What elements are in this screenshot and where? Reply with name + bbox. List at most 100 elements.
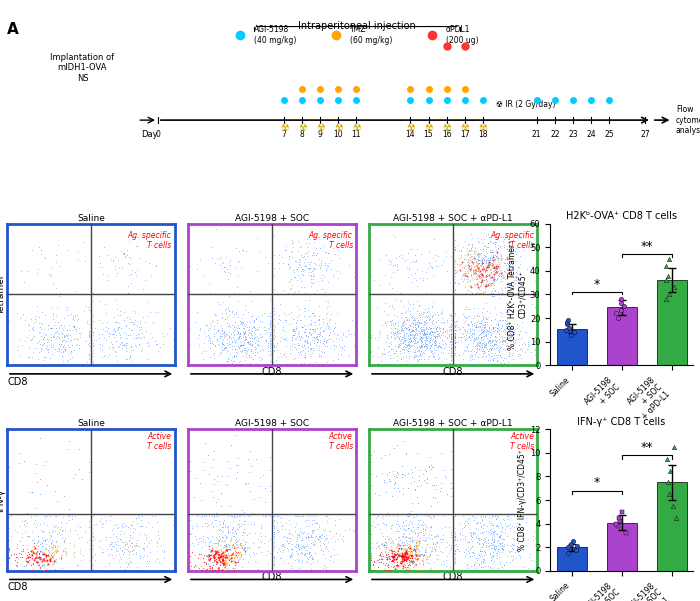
Point [482, 262, 493, 272]
Point [415, 354, 426, 364]
Point [279, 348, 290, 358]
Point [210, 497, 221, 507]
Point [198, 457, 209, 466]
Point [492, 345, 503, 355]
Point [477, 288, 489, 298]
Point [57, 347, 69, 357]
Point [342, 325, 354, 335]
Point [232, 536, 243, 546]
Point [571, 542, 582, 551]
Point [458, 522, 470, 532]
Point [416, 336, 428, 346]
Point [422, 475, 433, 484]
Point [402, 359, 413, 369]
Point [302, 511, 313, 520]
Point [245, 352, 256, 362]
Point [474, 264, 485, 273]
Point [221, 338, 232, 348]
Point [475, 318, 486, 328]
Point [52, 302, 63, 311]
Point [414, 471, 425, 481]
Point [409, 347, 420, 357]
Point [284, 341, 295, 351]
Point [217, 340, 228, 349]
Point [405, 534, 416, 543]
Point [201, 551, 212, 561]
Point [208, 522, 219, 531]
Point [227, 220, 238, 230]
Point [473, 284, 484, 294]
Point [510, 335, 521, 344]
Point [395, 551, 407, 560]
Point [145, 307, 156, 316]
Point [442, 537, 453, 546]
Point [23, 326, 34, 335]
Point [290, 322, 302, 331]
Point [377, 350, 388, 359]
Point [204, 550, 215, 560]
Point [39, 536, 50, 546]
Point [243, 331, 254, 340]
Point [302, 516, 314, 525]
Point [146, 332, 158, 341]
Point [45, 335, 56, 344]
Point [466, 273, 477, 283]
Point [407, 313, 418, 323]
Point [206, 316, 218, 326]
Point [476, 269, 487, 279]
Point [494, 271, 505, 281]
Point [324, 249, 335, 258]
Point [485, 315, 496, 325]
Point [45, 332, 56, 342]
Point [400, 531, 412, 541]
Point [186, 538, 197, 548]
Point [501, 521, 512, 531]
Point [136, 322, 147, 332]
Point [109, 520, 120, 530]
Point [421, 339, 432, 349]
Point [295, 332, 306, 342]
Point [215, 333, 226, 343]
Point [286, 530, 297, 540]
Point [295, 282, 307, 292]
Point [108, 313, 120, 322]
Point [470, 264, 482, 273]
Point [299, 541, 310, 551]
Point [491, 553, 503, 563]
Point [433, 349, 444, 359]
Point [41, 481, 52, 490]
Point [466, 548, 477, 557]
Point [281, 536, 293, 546]
Point [463, 325, 474, 334]
Point [405, 536, 416, 546]
Point [426, 546, 437, 555]
Point [459, 335, 470, 344]
Point [393, 264, 404, 273]
Point [470, 531, 482, 541]
Point [262, 546, 274, 555]
Point [280, 311, 291, 320]
Point [430, 531, 442, 541]
Point [312, 518, 323, 528]
Point [412, 542, 423, 552]
Point [32, 477, 43, 487]
Point [463, 312, 475, 322]
Point [482, 542, 493, 551]
Point [304, 343, 316, 353]
Point [259, 511, 270, 520]
Point [405, 556, 416, 566]
Point [482, 307, 493, 316]
Point [446, 355, 457, 364]
Point [451, 535, 462, 545]
Point [235, 262, 246, 272]
Point [312, 334, 323, 344]
Point [344, 525, 355, 534]
Point [111, 539, 122, 549]
Point [415, 318, 426, 328]
Point [113, 328, 125, 338]
Point [304, 551, 316, 561]
Point [307, 278, 318, 288]
Point [196, 565, 207, 575]
Point [223, 359, 235, 369]
Point [486, 267, 497, 277]
